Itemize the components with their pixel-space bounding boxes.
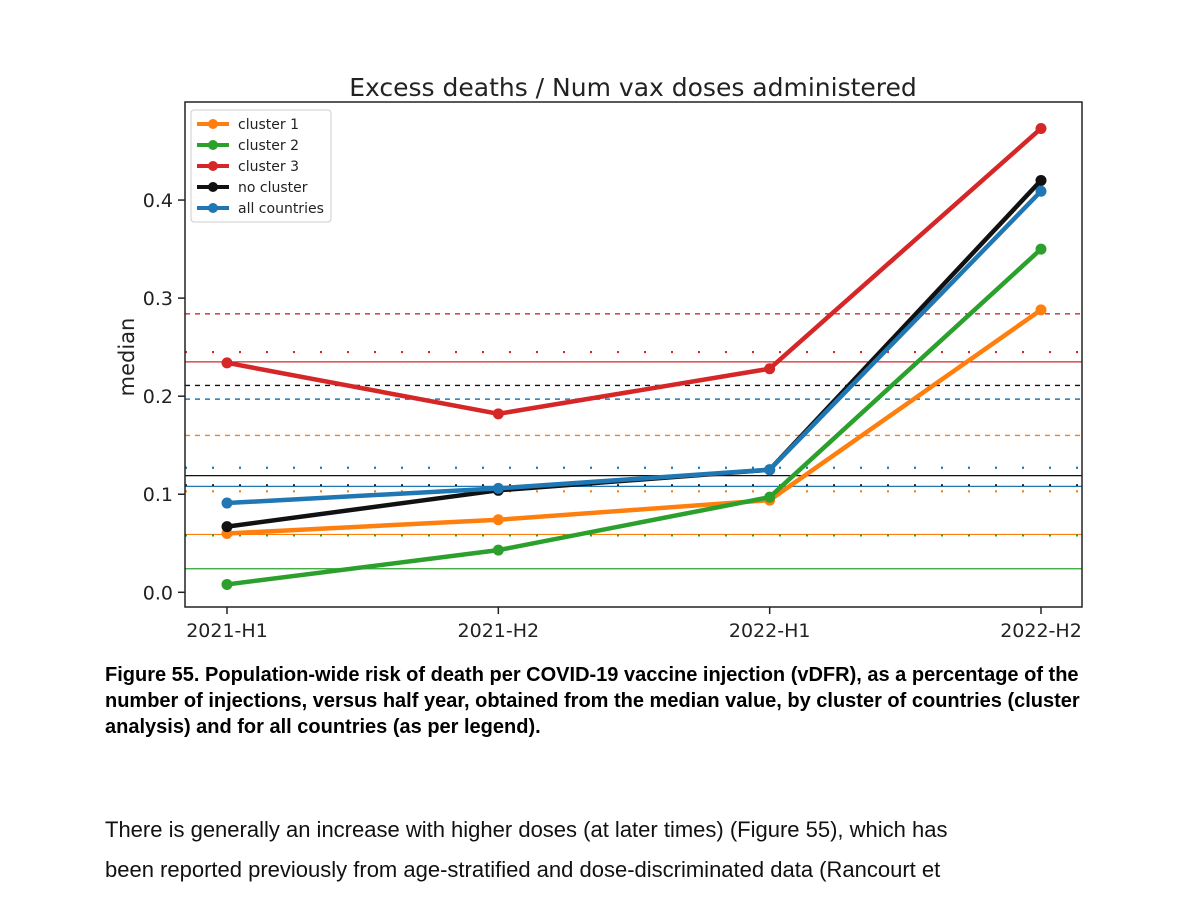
series-line (226, 308, 1043, 536)
legend-label: cluster 1 (238, 117, 299, 133)
data-point (492, 482, 504, 494)
data-point (1035, 174, 1047, 186)
axes: 0.0 0.1 0.2 0.3 0.4 2021-H1 2021-H2 2022-H1 2022… (143, 101, 1083, 642)
body-line: There is generally an increase with high… (105, 817, 948, 842)
series-line (226, 189, 1043, 506)
y-axis-label: median (115, 318, 139, 397)
legend-label: no cluster (238, 180, 308, 196)
x-tick-label: 2021-H1 (186, 620, 268, 642)
data-point (221, 357, 233, 369)
y-tick-label: 0.4 (143, 190, 173, 212)
x-tick-label: 2022-H1 (729, 620, 811, 642)
data-point (1035, 122, 1047, 134)
data-point (492, 408, 504, 420)
series-line (226, 178, 1043, 529)
data-point (1035, 185, 1047, 197)
data-point (492, 544, 504, 556)
y-tick-label: 0.2 (143, 386, 173, 408)
x-tick-label: 2021-H2 (458, 620, 540, 642)
legend-marker (208, 119, 218, 129)
x-tick-label: 2022-H2 (1000, 620, 1082, 642)
legend-label: all countries (238, 201, 324, 217)
data-point (764, 491, 776, 503)
data-point (492, 514, 504, 526)
data-point (221, 521, 233, 533)
legend: cluster 1 cluster 2 cluster 3 no cluster all… (190, 109, 332, 223)
series-line (226, 126, 1043, 417)
plot-frame (184, 101, 1083, 608)
y-tick-label: 0.1 (143, 484, 173, 506)
chart-title: Excess deaths / Num vax doses administer… (349, 73, 917, 102)
data-point (221, 497, 233, 509)
y-tick-label: 0.0 (143, 582, 173, 604)
data-point (764, 464, 776, 476)
data-point (221, 578, 233, 590)
data-point (764, 363, 776, 375)
legend-box (190, 109, 332, 223)
body-line: been reported previously from age-strati… (105, 857, 941, 882)
legend-marker (208, 161, 218, 171)
legend-label: cluster 3 (238, 159, 299, 175)
legend-marker (208, 203, 218, 213)
figure-caption: Figure 55. Population-wide risk of death… (105, 664, 1080, 738)
line-chart: Excess deaths / Num vax doses administer… (115, 73, 1083, 642)
series-lines (221, 122, 1047, 590)
body-paragraph: There is generally an increase with high… (105, 810, 1105, 890)
y-tick-label: 0.3 (143, 288, 173, 310)
legend-label: cluster 2 (238, 138, 299, 154)
legend-marker (208, 182, 218, 192)
data-point (1035, 304, 1047, 316)
legend-marker (208, 140, 218, 150)
series-line (226, 247, 1043, 587)
data-point (1035, 243, 1047, 255)
